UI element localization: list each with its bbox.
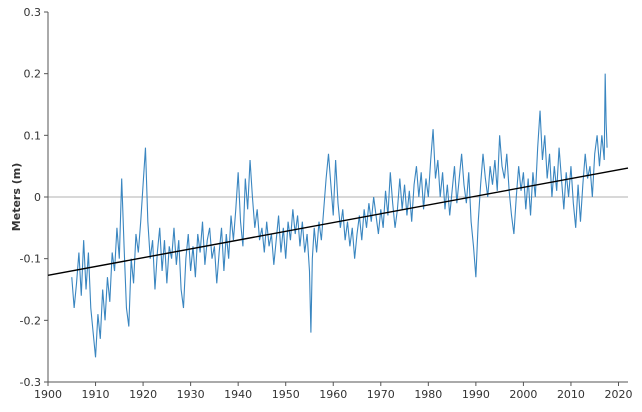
x-tick-label: 2000 xyxy=(509,388,537,401)
y-tick-label: -0.1 xyxy=(20,253,41,266)
x-axis-ticks: 1900 1910 1920 1930 1940 1950 1960 1970 1980 1990… xyxy=(34,382,632,401)
x-tick-label: 2020 xyxy=(604,388,632,401)
x-tick-label: 2010 xyxy=(557,388,585,401)
sea-level-series-line xyxy=(71,73,608,358)
y-tick-label: 0.3 xyxy=(24,6,42,19)
x-tick-label: 1920 xyxy=(129,388,157,401)
x-tick-label: 1940 xyxy=(224,388,252,401)
y-tick-label: 0.1 xyxy=(24,129,42,142)
trend-line xyxy=(47,167,629,277)
y-tick-label: 0.2 xyxy=(24,68,42,81)
y-axis-title: Meters (m) xyxy=(10,163,23,231)
y-tick-label: 0 xyxy=(34,191,41,204)
x-tick-label: 1980 xyxy=(414,388,442,401)
x-tick-label: 1950 xyxy=(272,388,300,401)
x-tick-label: 1990 xyxy=(462,388,490,401)
y-tick-label: -0.2 xyxy=(20,314,41,327)
y-tick-label: -0.3 xyxy=(20,376,41,389)
x-tick-label: 1900 xyxy=(34,388,62,401)
x-tick-label: 1910 xyxy=(82,388,110,401)
x-tick-label: 1960 xyxy=(319,388,347,401)
x-tick-label: 1930 xyxy=(177,388,205,401)
y-axis-ticks: 0.3 0.2 0.1 0 -0.1 -0.2 -0.3 xyxy=(20,6,48,389)
x-tick-label: 1970 xyxy=(367,388,395,401)
